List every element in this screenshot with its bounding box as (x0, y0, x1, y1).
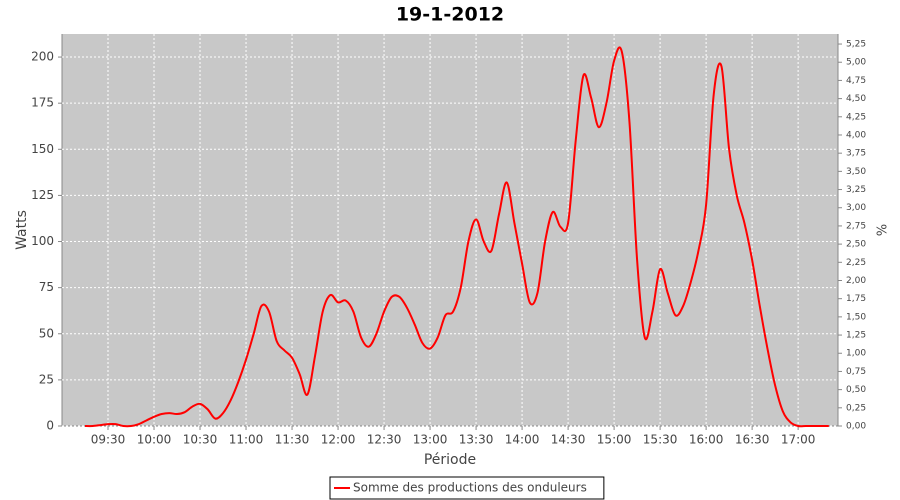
x-tick-label: 14:30 (551, 433, 586, 447)
y-tick-label: 0 (46, 419, 54, 433)
y2-tick-label: 1,25 (846, 331, 866, 341)
y2-tick-label: 1,00 (846, 349, 866, 359)
x-tick-label: 15:00 (597, 433, 632, 447)
x-tick-label: 15:30 (643, 433, 678, 447)
x-tick-label: 09:30 (91, 433, 126, 447)
x-tick-label: 12:00 (321, 433, 356, 447)
x-tick-label: 13:00 (413, 433, 448, 447)
y-tick-label: 175 (31, 96, 54, 110)
y-axis-label: Watts (14, 210, 30, 250)
y2-tick-label: 0,25 (846, 403, 866, 413)
x-tick-label: 11:00 (229, 433, 264, 447)
y2-tick-label: 5,25 (846, 40, 866, 50)
y2-tick-label: 4,50 (846, 94, 866, 104)
y2-tick-label: 1,75 (846, 294, 866, 304)
y2-tick-label: 3,00 (846, 203, 866, 213)
y2-tick-label: 2,00 (846, 276, 866, 286)
x-tick-label: 10:30 (183, 433, 218, 447)
y2-tick-label: 4,25 (846, 112, 866, 122)
y-tick-label: 50 (39, 326, 54, 340)
y2-tick-label: 4,75 (846, 76, 866, 86)
x-tick-label: 10:00 (137, 433, 172, 447)
y-tick-label: 100 (31, 234, 54, 248)
plot-area (62, 34, 838, 426)
x-tick-label: 11:30 (275, 433, 310, 447)
x-tick-label: 17:00 (781, 433, 816, 447)
x-axis-label: Période (424, 452, 476, 468)
y2-tick-label: 3,75 (846, 149, 866, 159)
y2-axis-label: % (873, 224, 888, 236)
x-tick-label: 14:00 (505, 433, 540, 447)
x-tick-label: 16:30 (735, 433, 770, 447)
y2-tick-label: 2,25 (846, 258, 866, 268)
y2-tick-label: 3,50 (846, 167, 866, 177)
y2-tick-label: 1,50 (846, 312, 866, 322)
y-tick-label: 125 (31, 188, 54, 202)
chart-title: 19-1-2012 (396, 4, 504, 26)
y-tick-label: 25 (39, 372, 54, 386)
y2-tick-label: 0,75 (846, 367, 866, 377)
y-tick-label: 75 (39, 280, 54, 294)
y2-tick-label: 4,00 (846, 130, 866, 140)
legend-label: Somme des productions des onduleurs (353, 481, 587, 495)
x-tick-label: 13:30 (459, 433, 494, 447)
y2-tick-label: 0,50 (846, 385, 866, 395)
y-tick-label: 200 (31, 50, 54, 64)
y2-tick-label: 2,50 (846, 240, 866, 250)
y2-tick-label: 0,00 (846, 422, 866, 432)
y2-tick-label: 2,75 (846, 221, 866, 231)
x-tick-label: 12:30 (367, 433, 402, 447)
y-tick-label: 150 (31, 142, 54, 156)
legend-box (329, 476, 605, 500)
y2-tick-label: 5,00 (846, 58, 866, 68)
x-tick-label: 16:00 (689, 433, 724, 447)
y2-tick-label: 3,25 (846, 185, 866, 195)
series-line (84, 46, 829, 428)
